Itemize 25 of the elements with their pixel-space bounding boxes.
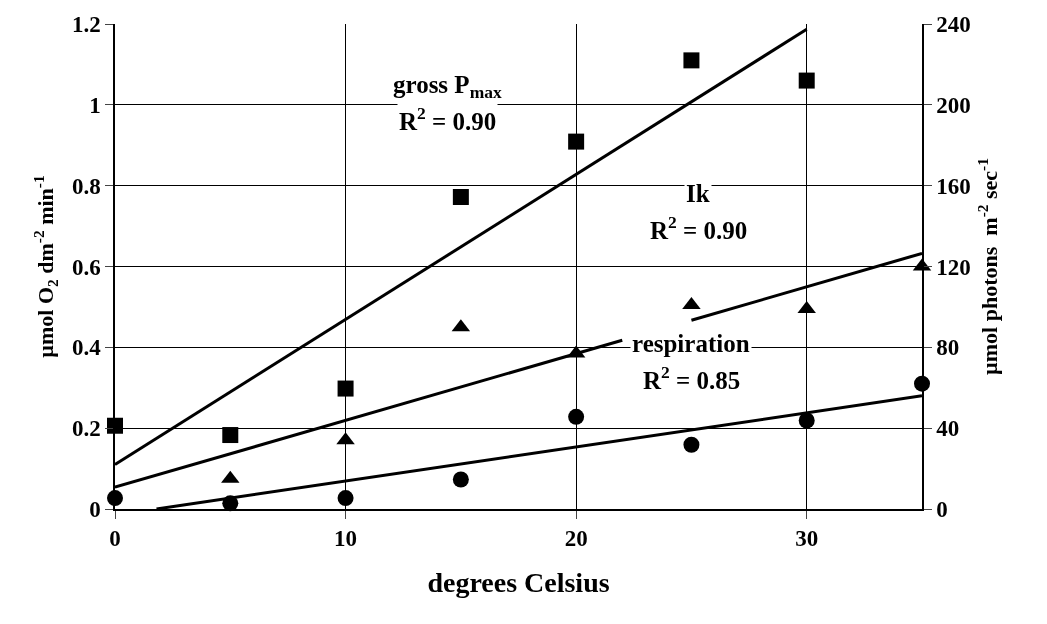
x-tick-label: 0 [109, 526, 121, 552]
y-tick-label: 0 [89, 497, 101, 523]
annotation: gross P$_{max}$ [393, 71, 502, 103]
y-tick-label: 0.4 [71, 335, 102, 361]
y2-tick-label: 200 [936, 92, 971, 118]
annotation: respiration [632, 330, 750, 357]
annotation: R$^{2}$ = 0.85 [643, 362, 741, 394]
annotation: R$^{2}$ = 0.90 [399, 103, 497, 135]
y2-tick-label: 40 [936, 416, 960, 442]
x-tick-label: 30 [795, 526, 819, 552]
x-axis-title: degrees Celsius [427, 566, 610, 598]
x-tick-label: 10 [334, 526, 358, 552]
y2-tick-label: 120 [936, 254, 971, 280]
y2-tick-label: 0 [936, 497, 948, 523]
y-tick-label: 0.6 [71, 254, 101, 280]
y-tick-label: 0.8 [71, 173, 101, 199]
y-tick-label: 1 [89, 92, 101, 118]
annotation: Ik [686, 180, 710, 207]
annotation: R$^{2}$ = 0.90 [650, 212, 748, 244]
x-tick-label: 20 [564, 526, 588, 552]
y-tick-label: 0.2 [71, 416, 101, 442]
y-tick-label: 1.2 [71, 12, 101, 38]
y2-tick-label: 160 [936, 173, 971, 199]
y2-tick-label: 240 [936, 12, 971, 38]
y2-tick-label: 80 [936, 335, 960, 361]
